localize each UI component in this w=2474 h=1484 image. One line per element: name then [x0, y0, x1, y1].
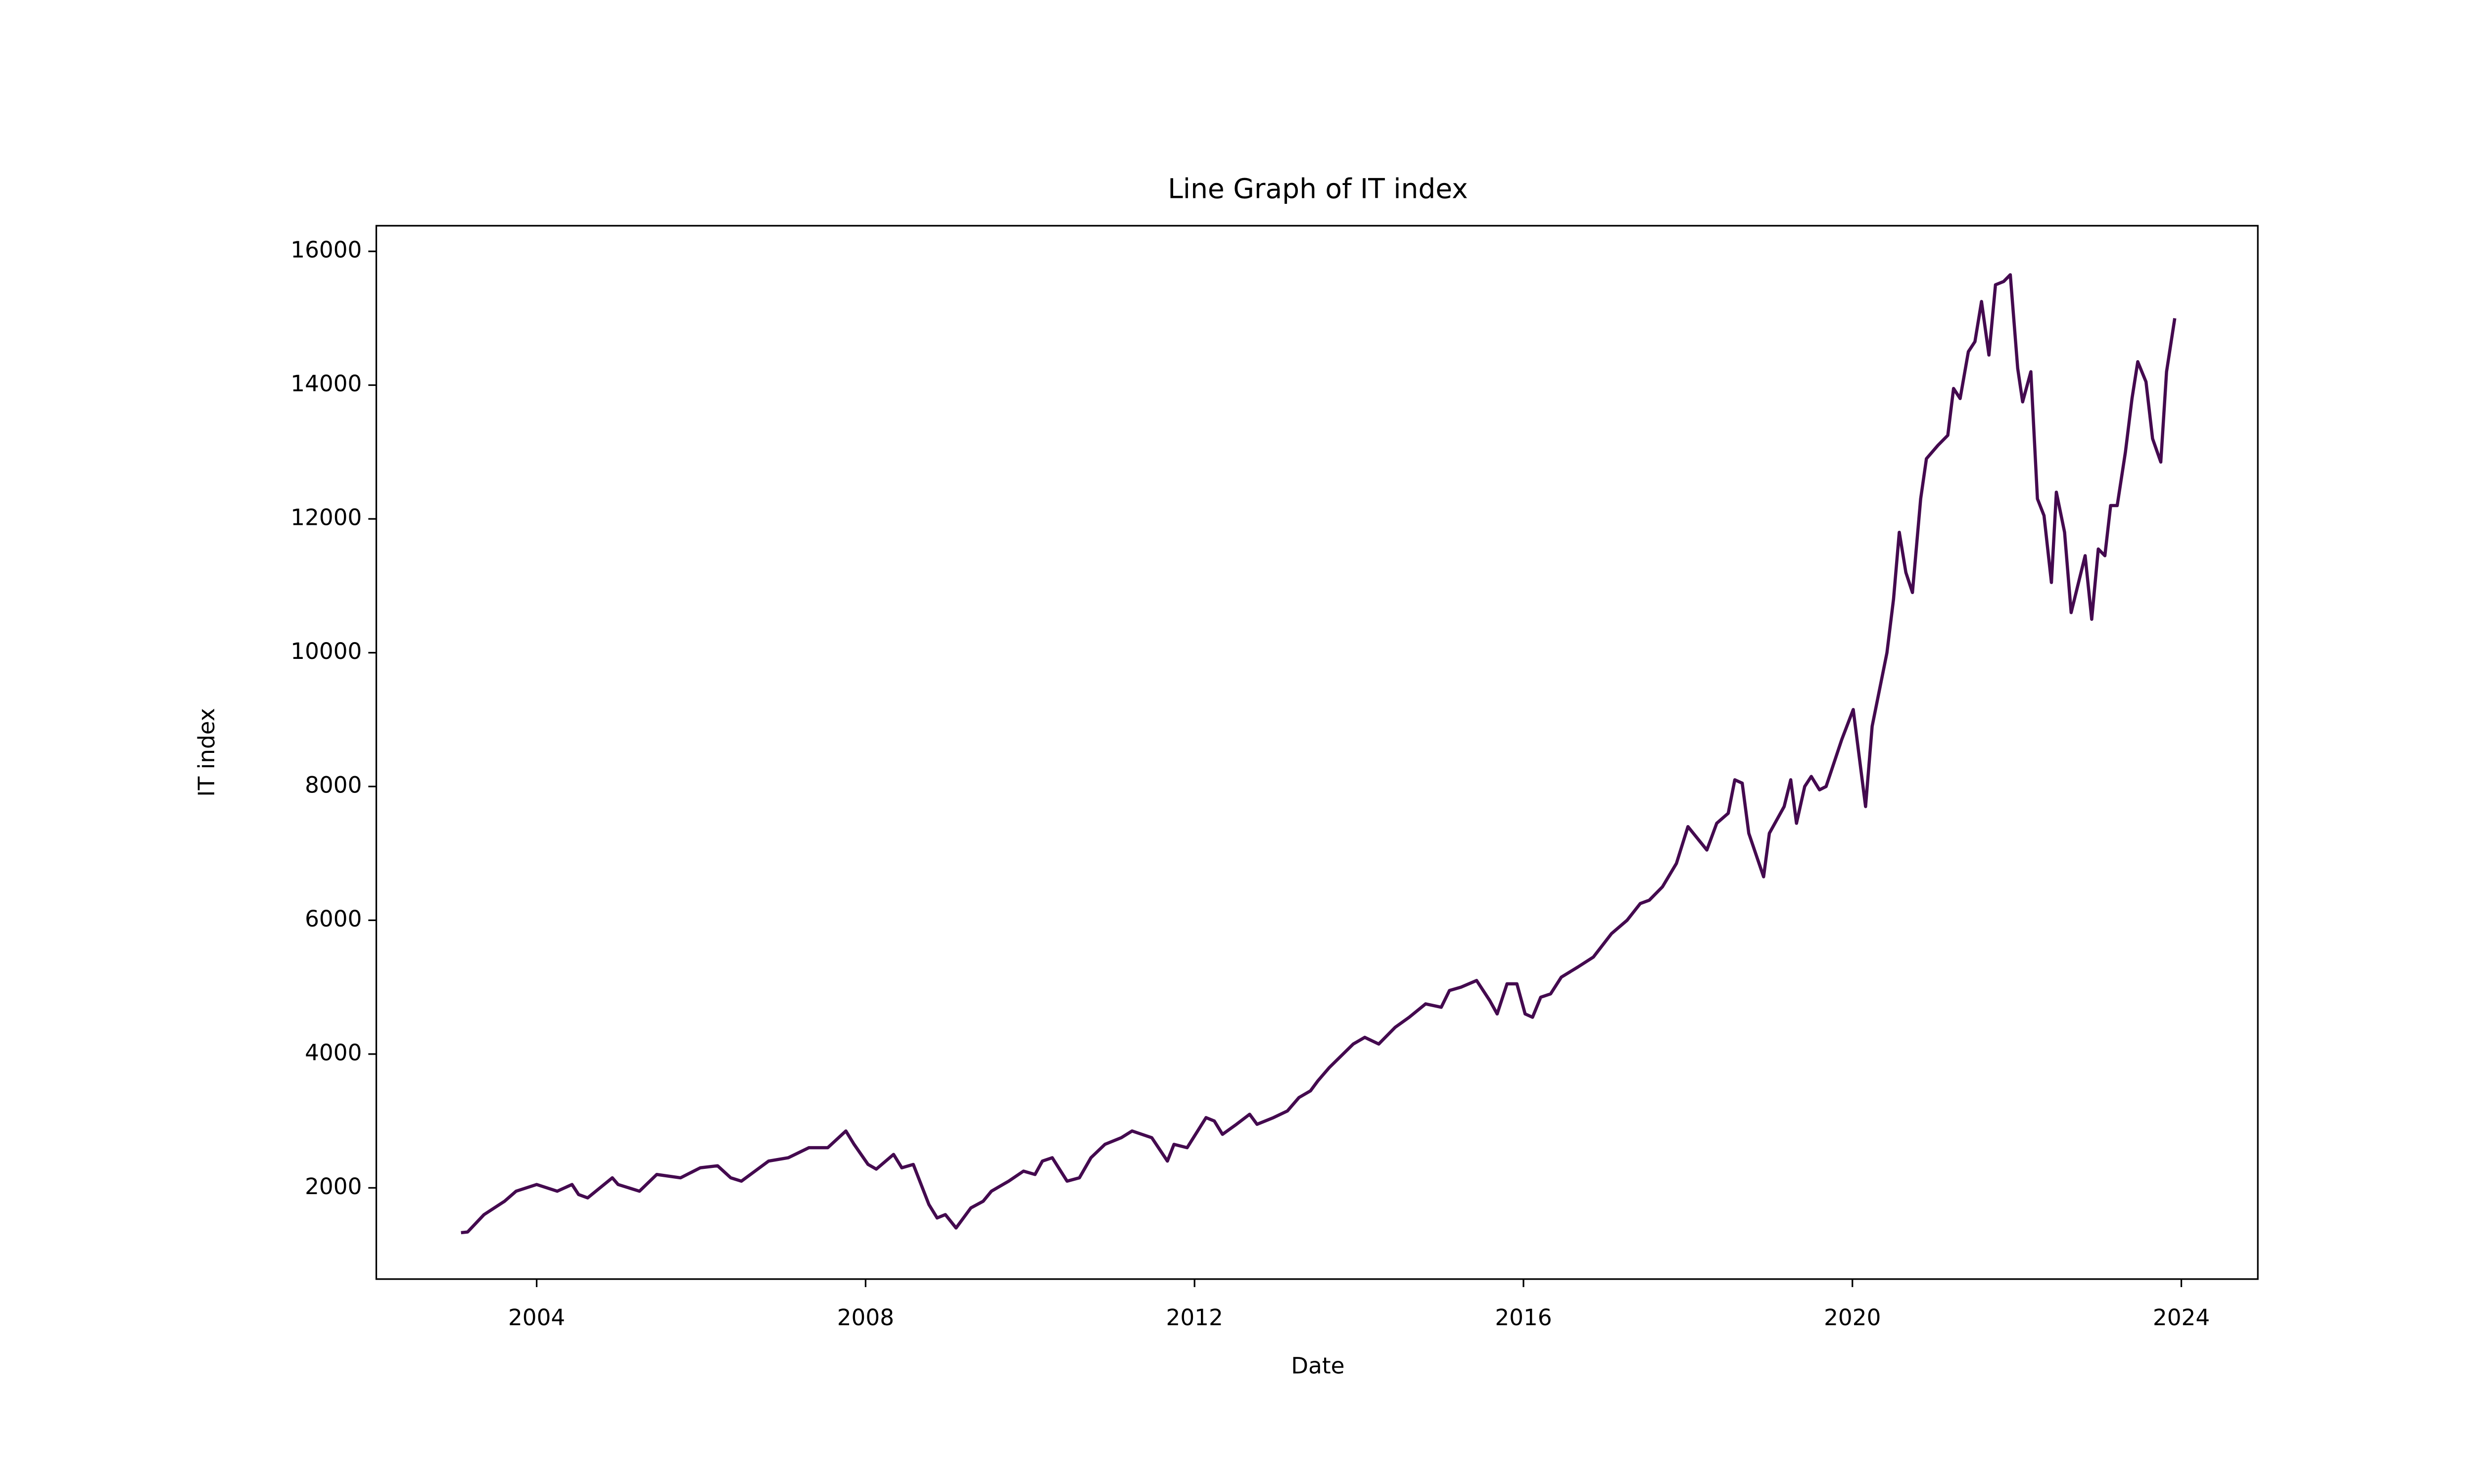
- x-tick-label: 2020: [1824, 1304, 1881, 1331]
- x-tick-label: 2008: [837, 1304, 894, 1331]
- chart-title: Line Graph of IT index: [1168, 173, 1468, 204]
- x-tick-label: 2016: [1495, 1304, 1552, 1331]
- y-tick-label: 10000: [290, 638, 362, 664]
- y-axis-label: IT index: [193, 708, 220, 796]
- y-tick-label: 12000: [290, 505, 362, 531]
- line-series: [461, 273, 2177, 1235]
- y-tick-label: 6000: [305, 906, 362, 932]
- x-axis-label: Date: [1291, 1352, 1344, 1379]
- x-tick-label: 2012: [1166, 1304, 1223, 1331]
- y-tick-label: 8000: [305, 772, 362, 798]
- plot-frame: [375, 225, 2259, 1280]
- y-tick-label: 4000: [305, 1039, 362, 1066]
- x-tick-label: 2004: [508, 1304, 565, 1331]
- y-tick-label: 14000: [290, 371, 362, 397]
- x-tick-label: 2024: [2153, 1304, 2210, 1331]
- y-tick-label: 2000: [305, 1173, 362, 1200]
- y-tick-label: 16000: [290, 237, 362, 263]
